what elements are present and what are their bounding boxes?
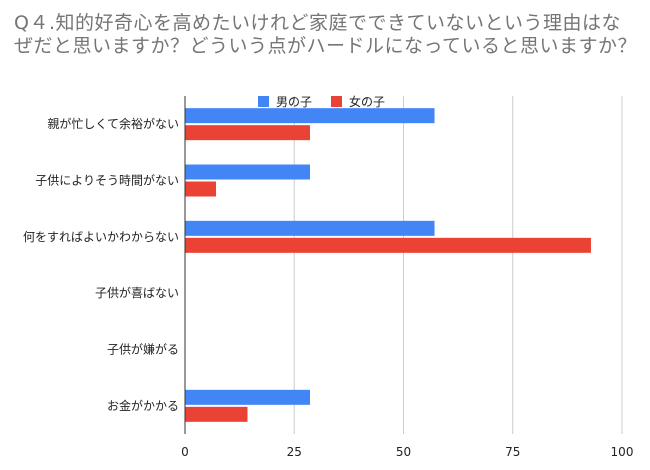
bar [185, 237, 591, 253]
category-label: 子供が嫌がる [107, 342, 179, 357]
legend-swatch [331, 96, 342, 107]
bar [185, 164, 310, 180]
x-tick-label: 100 [611, 445, 634, 459]
bar [185, 125, 310, 141]
x-tick-label: 75 [505, 445, 520, 459]
bars [185, 108, 591, 422]
legend-label: 男の子 [276, 95, 312, 109]
bar [185, 108, 435, 124]
axes: 0 25 50 75 100 親が忙しくて余裕がない子供によりそう時間がない何をすればよい… [23, 96, 633, 459]
category-label: 親が忙しくて余裕がない [47, 116, 179, 131]
x-tick-label: 25 [287, 445, 302, 459]
bar [185, 389, 310, 405]
x-tick-label: 50 [396, 445, 411, 459]
category-label: 子供が喜ばない [95, 285, 179, 300]
category-label: 子供によりそう時間がない [35, 173, 179, 188]
category-label: 何をすればよいかわからない [23, 230, 179, 244]
legend-label: 女の子 [349, 94, 385, 109]
chart-title: Q４.知的好奇心を高めたいけれど家庭でできていないという理由はなぜだと思いますか… [14, 12, 638, 57]
legend-swatch [258, 96, 269, 107]
bar [185, 181, 217, 197]
bar [185, 220, 435, 236]
x-tick-label: 0 [181, 445, 189, 459]
bar [185, 406, 248, 422]
category-label: お金がかかる [107, 398, 179, 413]
legend: 男の子 女の子 [258, 94, 385, 109]
gridlines [293, 96, 623, 434]
